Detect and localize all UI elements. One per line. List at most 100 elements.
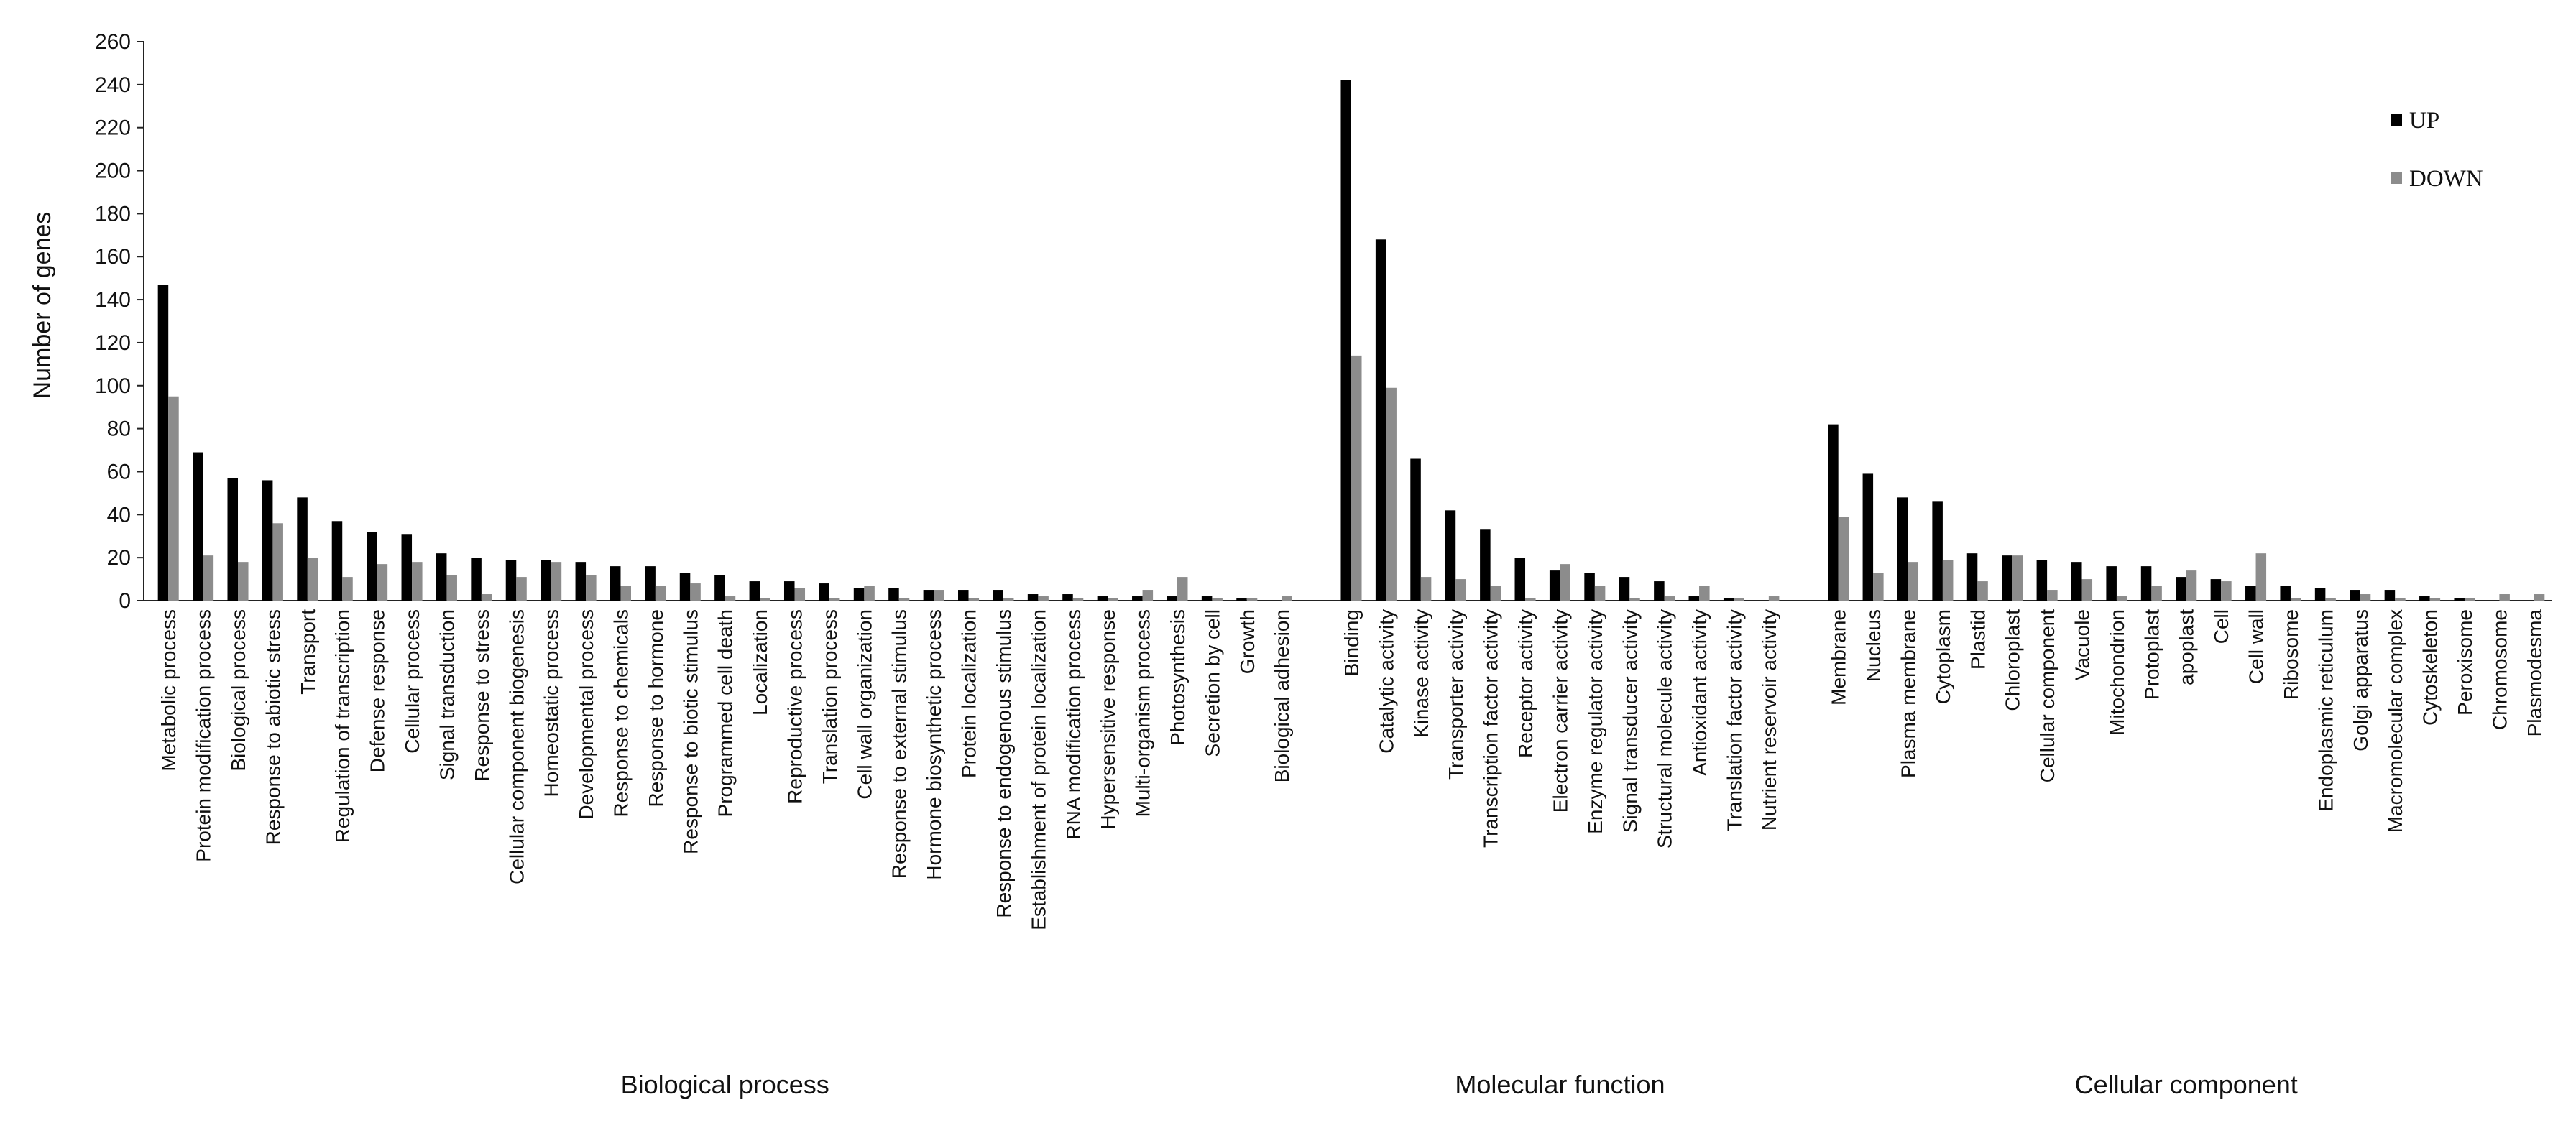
x-tick-label: Developmental process bbox=[575, 609, 597, 820]
bar-down-38 bbox=[1525, 598, 1536, 601]
bar-up-51 bbox=[2002, 555, 2012, 601]
bar-up-39 bbox=[1549, 570, 1560, 601]
bar-down-26 bbox=[1072, 598, 1084, 601]
x-tick-label: Nutrient reservoir activity bbox=[1758, 609, 1780, 831]
bar-up-44 bbox=[1723, 598, 1734, 601]
x-tick-label: Antioxidant activity bbox=[1688, 609, 1711, 776]
bar-down-29 bbox=[1177, 577, 1188, 601]
bar-down-57 bbox=[2221, 581, 2232, 601]
bar-down-54 bbox=[2116, 596, 2128, 601]
x-tick-label: Defense response bbox=[367, 609, 389, 772]
y-tick-label: 160 bbox=[95, 245, 131, 269]
bar-up-14 bbox=[645, 566, 656, 601]
x-tick-label: Multi-organism process bbox=[1132, 609, 1154, 817]
x-tick-label: Plasmodesma bbox=[2524, 609, 2546, 737]
bar-down-59 bbox=[2290, 598, 2301, 601]
bar-up-13 bbox=[610, 566, 621, 601]
bar-down-16 bbox=[724, 596, 736, 601]
bar-down-21 bbox=[898, 598, 910, 601]
bar-up-3 bbox=[262, 480, 273, 601]
bar-up-48 bbox=[1897, 497, 1908, 601]
x-tick-label: Cellular component bbox=[2036, 609, 2058, 782]
x-tick-label: Enzyme regulator activity bbox=[1584, 609, 1606, 834]
x-tick-label: Protein localization bbox=[958, 609, 980, 778]
bar-down-35 bbox=[1420, 577, 1432, 601]
bar-down-34 bbox=[1386, 387, 1397, 601]
bar-up-9 bbox=[471, 558, 482, 601]
bar-up-36 bbox=[1445, 510, 1456, 601]
bar-down-10 bbox=[516, 577, 527, 601]
bar-up-61 bbox=[2350, 590, 2360, 601]
bar-up-24 bbox=[993, 590, 1003, 601]
labels-layer: 0 20 40 60 80 100 120 140 160 180 200 220 240 260 Meta… bbox=[95, 30, 2546, 1099]
bar-up-58 bbox=[2245, 586, 2256, 601]
bar-down-52 bbox=[2047, 590, 2058, 601]
bar-down-46 bbox=[1838, 517, 1849, 601]
bar-up-38 bbox=[1514, 558, 1526, 601]
x-tick-label: Transcription factor activity bbox=[1480, 609, 1502, 848]
x-tick-label: Receptor activity bbox=[1514, 609, 1537, 758]
bar-up-59 bbox=[2280, 586, 2291, 601]
x-tick-label: Electron carrier activity bbox=[1549, 609, 1571, 813]
x-tick-label: apoplast bbox=[2176, 609, 2198, 685]
bar-down-47 bbox=[1873, 573, 1884, 601]
legend-down-label: DOWN bbox=[2409, 166, 2483, 192]
x-tick-label: Establishment of protein localization bbox=[1027, 609, 1049, 930]
legend-down-swatch bbox=[2391, 172, 2402, 184]
bar-up-15 bbox=[679, 573, 691, 601]
bar-up-27 bbox=[1097, 596, 1108, 601]
bar-up-6 bbox=[367, 532, 377, 601]
bar-down-58 bbox=[2255, 553, 2267, 601]
x-tick-label: Cell wall bbox=[2245, 609, 2268, 684]
bar-down-49 bbox=[1942, 560, 1954, 601]
x-tick-label: Transport bbox=[297, 609, 319, 695]
x-tick-label: Signal transducer activity bbox=[1619, 609, 1641, 833]
x-tick-label: Structural molecule activity bbox=[1654, 609, 1676, 848]
bar-down-50 bbox=[1977, 581, 1988, 601]
x-tick-label: Chromosome bbox=[2488, 609, 2511, 730]
bar-down-65 bbox=[2499, 594, 2510, 601]
bar-up-64 bbox=[2454, 598, 2465, 601]
bar-down-31 bbox=[1246, 598, 1258, 601]
bar-up-34 bbox=[1375, 239, 1386, 601]
x-tick-label: Endoplasmic reticulum bbox=[2314, 609, 2337, 812]
bar-down-9 bbox=[481, 594, 492, 601]
bar-up-30 bbox=[1201, 596, 1213, 601]
bar-up-22 bbox=[923, 590, 934, 601]
x-tick-label: Transporter activity bbox=[1445, 609, 1467, 780]
y-tick-label: 120 bbox=[95, 331, 131, 355]
bar-down-44 bbox=[1734, 598, 1744, 601]
bar-up-31 bbox=[1236, 598, 1247, 601]
group-label: Cellular component bbox=[2075, 1070, 2298, 1099]
x-tick-label: Kinase activity bbox=[1410, 609, 1432, 738]
bar-up-60 bbox=[2314, 588, 2326, 601]
x-tick-label: Response to endogenous stimulus bbox=[993, 609, 1015, 918]
x-tick-label: Peroxisome bbox=[2454, 609, 2476, 716]
x-tick-label: Hormone biosynthetic process bbox=[923, 609, 945, 880]
bar-down-6 bbox=[377, 564, 388, 601]
x-tick-label: Mitochondrion bbox=[2106, 609, 2128, 736]
x-tick-label: Cytoskeleton bbox=[2419, 609, 2442, 726]
bar-down-51 bbox=[2012, 555, 2023, 601]
x-tick-label: Nucleus bbox=[1862, 609, 1885, 682]
x-tick-label: Cellular process bbox=[401, 609, 423, 754]
bar-down-37 bbox=[1490, 586, 1501, 601]
bar-down-33 bbox=[1351, 355, 1362, 601]
bar-up-2 bbox=[227, 478, 239, 601]
bars-layer bbox=[157, 80, 2545, 601]
bar-up-54 bbox=[2106, 566, 2117, 601]
y-tick-label: 180 bbox=[95, 202, 131, 226]
y-tick-label: 100 bbox=[95, 374, 131, 398]
x-tick-label: Reproductive process bbox=[784, 609, 806, 804]
bar-up-0 bbox=[157, 285, 169, 601]
x-tick-label: Chloroplast bbox=[2002, 609, 2024, 711]
bar-down-11 bbox=[551, 562, 562, 601]
bar-up-41 bbox=[1619, 577, 1630, 601]
bar-up-23 bbox=[958, 590, 969, 601]
bar-down-24 bbox=[1003, 598, 1014, 601]
bar-up-8 bbox=[436, 553, 447, 601]
bar-up-4 bbox=[297, 497, 308, 601]
bar-down-13 bbox=[620, 586, 631, 601]
x-tick-label: Golgi apparatus bbox=[2350, 609, 2372, 752]
